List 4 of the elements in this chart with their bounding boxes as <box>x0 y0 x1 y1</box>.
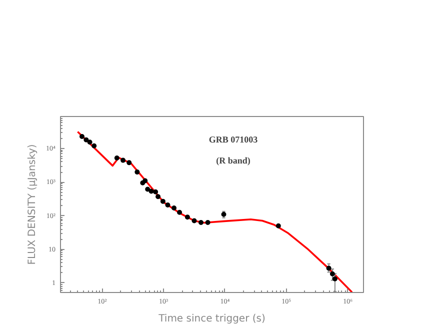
annotation: GRB 071003 <box>208 134 258 144</box>
x-axis-title: Time since trigger (s) <box>158 314 266 324</box>
y-axis-title: FLUX DENSITY (μJansky) <box>27 144 38 265</box>
annotation: (R band) <box>216 156 250 166</box>
